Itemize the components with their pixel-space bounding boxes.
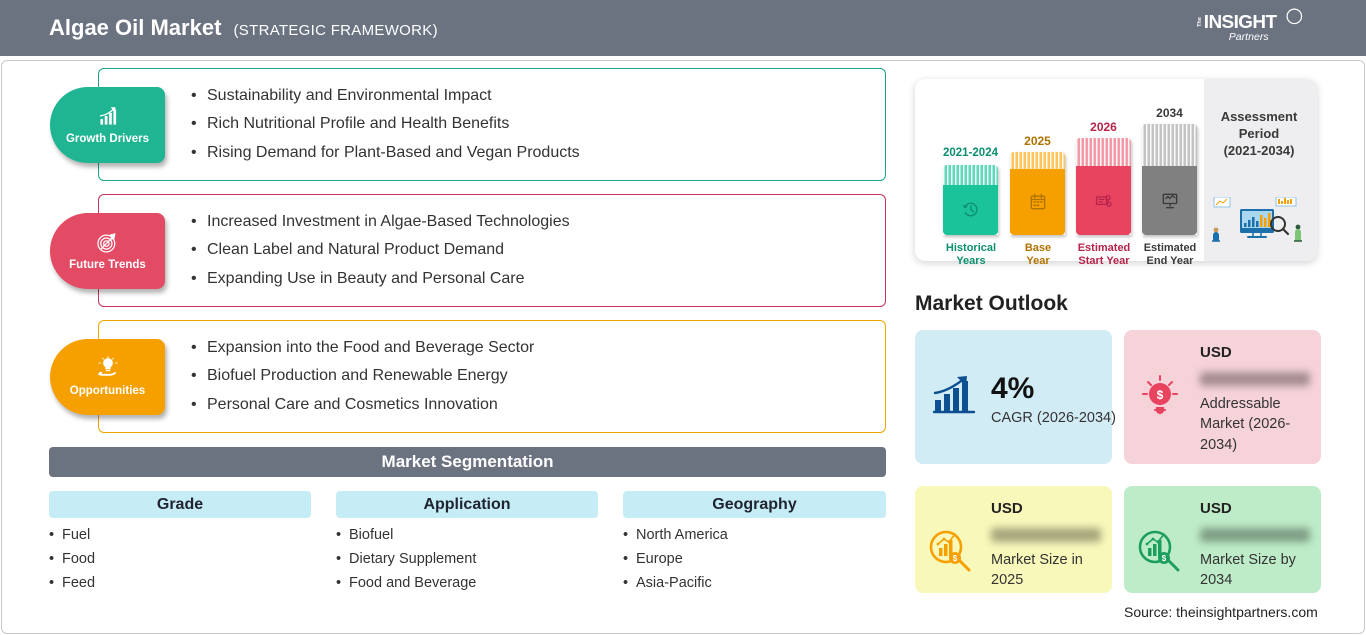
svg-text:$: $ <box>1157 388 1164 402</box>
svg-text:$: $ <box>1162 554 1167 563</box>
svg-text:INSIGHT: INSIGHT <box>1204 12 1278 33</box>
svg-text:$: $ <box>953 554 958 563</box>
svg-text:The: The <box>1197 17 1203 27</box>
svg-text:Partners: Partners <box>1229 31 1270 43</box>
